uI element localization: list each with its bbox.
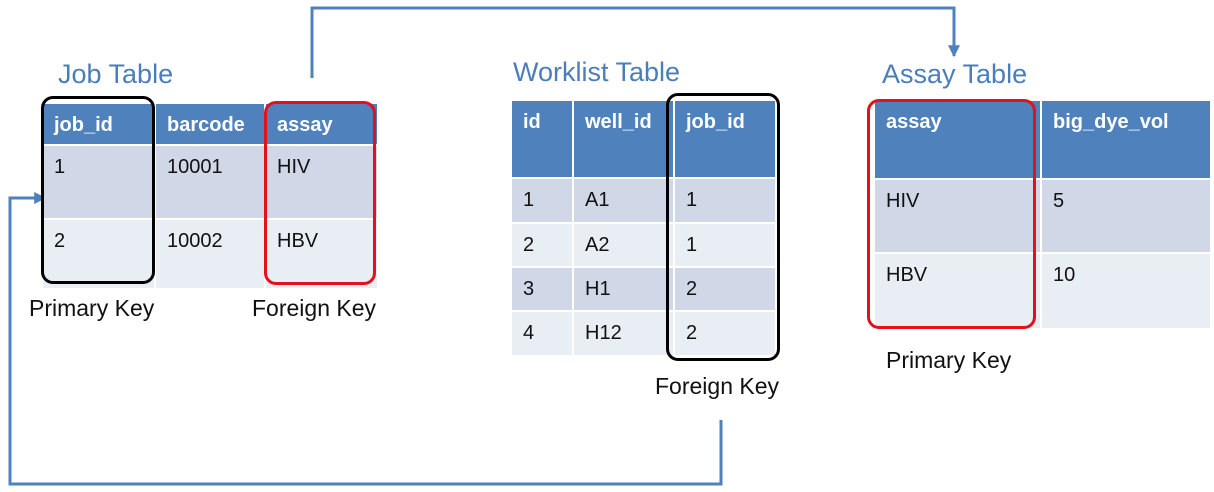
table-row: 3 H1 2 (512, 266, 775, 310)
assay-table: assay big_dye_vol HIV 5 HBV 10 (875, 101, 1210, 328)
assay-primary-key-label: Primary Key (886, 347, 1012, 373)
job-table: job_id barcode assay 1 10001 HIV 2 10002… (43, 104, 377, 288)
job-primary-key-highlight (41, 96, 155, 284)
table-cell: 2 (43, 218, 156, 288)
worklist-foreign-key-label: Foreign Key (655, 373, 780, 399)
table-row: 1 10001 HIV (43, 144, 377, 218)
job-col-barcode: barcode (156, 104, 266, 144)
worklist-col-id: id (512, 101, 574, 177)
assay-col-assay: assay (875, 101, 1042, 178)
job-col-assay: assay (266, 104, 377, 144)
table-cell: A2 (574, 222, 675, 266)
table-cell: HBV (875, 252, 1042, 328)
table-cell: 5 (1042, 178, 1210, 252)
arrow-job-to-assay (310, 6, 960, 78)
worklist-table: id well_id job_id 1 A1 1 2 A2 1 3 H1 2 4… (512, 101, 775, 355)
table-row: 1 A1 1 (512, 177, 775, 222)
table-cell: HIV (875, 178, 1042, 252)
assay-primary-key-highlight (867, 99, 1036, 329)
worklist-col-well-id: well_id (574, 101, 675, 177)
table-cell: 10001 (156, 144, 266, 218)
job-primary-key-label: Primary Key (29, 295, 155, 321)
table-cell: 2 (512, 222, 574, 266)
table-cell: 1 (512, 177, 574, 222)
table-cell: A1 (574, 177, 675, 222)
table-row: 2 10002 HBV (43, 218, 377, 288)
table-cell: 1 (675, 222, 775, 266)
job-col-job-id: job_id (43, 104, 156, 144)
table-cell: 2 (675, 266, 775, 310)
assay-col-big-dye-vol: big_dye_vol (1042, 101, 1210, 178)
table-cell: HBV (266, 218, 377, 288)
job-foreign-key-label: Foreign Key (252, 295, 377, 321)
worklist-col-job-id: job_id (675, 101, 775, 177)
worklist-foreign-key-highlight (666, 93, 780, 361)
table-row: 2 A2 1 (512, 222, 775, 266)
table-cell: 4 (512, 310, 574, 355)
worklist-table-title: Worklist Table (513, 57, 681, 87)
table-row: HIV 5 (875, 178, 1210, 252)
table-cell: HIV (266, 144, 377, 218)
job-table-title: Job Table (58, 59, 174, 89)
table-cell: 3 (512, 266, 574, 310)
table-cell: H12 (574, 310, 675, 355)
table-cell: H1 (574, 266, 675, 310)
arrow-worklist-to-job (8, 192, 723, 486)
table-cell: 10 (1042, 252, 1210, 328)
table-cell: 2 (675, 310, 775, 355)
table-row: 4 H12 2 (512, 310, 775, 355)
table-cell: 1 (675, 177, 775, 222)
table-row: HBV 10 (875, 252, 1210, 328)
assay-table-title: Assay Table (882, 59, 1028, 89)
table-cell: 10002 (156, 218, 266, 288)
table-cell: 1 (43, 144, 156, 218)
job-foreign-key-highlight (264, 101, 376, 285)
